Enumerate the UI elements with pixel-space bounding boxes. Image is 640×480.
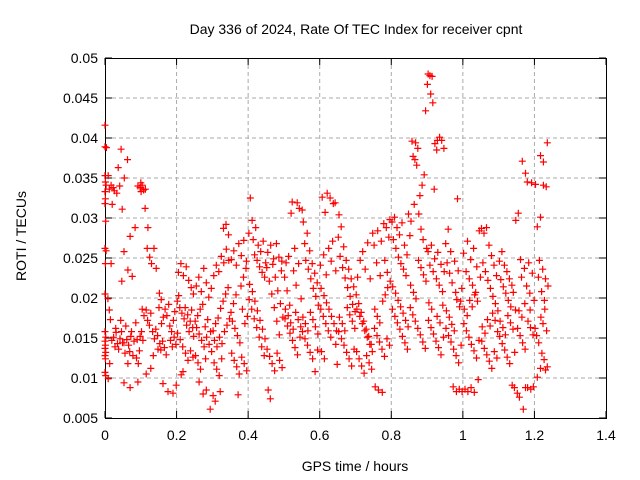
svg-text:0.04: 0.04 [71, 130, 98, 146]
svg-text:0.6: 0.6 [310, 427, 330, 443]
svg-text:1.4: 1.4 [596, 427, 616, 443]
axes [104, 57, 607, 419]
svg-text:0: 0 [101, 427, 109, 443]
svg-text:0.045: 0.045 [63, 90, 98, 106]
svg-text:0.005: 0.005 [63, 410, 98, 426]
svg-text:0.2: 0.2 [167, 427, 187, 443]
svg-text:1: 1 [459, 427, 467, 443]
svg-text:0.05: 0.05 [71, 50, 98, 66]
tick-marks [104, 57, 607, 419]
svg-text:0.015: 0.015 [63, 330, 98, 346]
svg-text:1.2: 1.2 [525, 427, 545, 443]
chart-title: Day 336 of 2024, Rate Of TEC Index for r… [189, 21, 523, 37]
svg-text:0.02: 0.02 [71, 290, 98, 306]
svg-text:0.035: 0.035 [63, 170, 98, 186]
grid-lines [105, 58, 606, 418]
svg-text:0.025: 0.025 [63, 250, 98, 266]
svg-text:0.4: 0.4 [238, 427, 258, 443]
svg-text:0.8: 0.8 [382, 427, 402, 443]
data-point-markers [101, 70, 552, 413]
svg-text:0.03: 0.03 [71, 210, 98, 226]
x-axis-label: GPS time / hours [301, 458, 409, 474]
x-tick-labels: 0 0.2 0.4 0.6 0.8 1 1.2 1.4 [101, 427, 616, 443]
y-tick-labels: 0.005 0.01 0.015 0.02 0.025 0.03 0.035 0.04 0.04… [63, 50, 98, 426]
svg-text:0.01: 0.01 [71, 370, 98, 386]
